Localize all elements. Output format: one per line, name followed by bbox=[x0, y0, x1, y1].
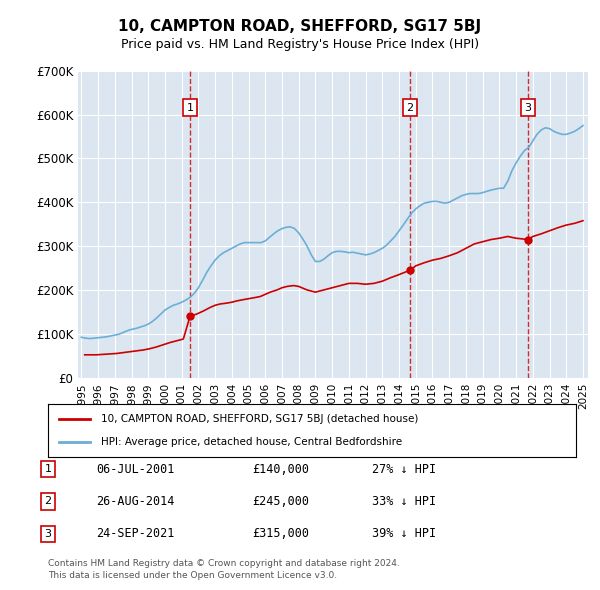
Text: 39% ↓ HPI: 39% ↓ HPI bbox=[372, 527, 436, 540]
Text: 2: 2 bbox=[406, 103, 413, 113]
Text: 26-AUG-2014: 26-AUG-2014 bbox=[96, 495, 175, 508]
Text: 06-JUL-2001: 06-JUL-2001 bbox=[96, 463, 175, 476]
Text: £140,000: £140,000 bbox=[252, 463, 309, 476]
Text: £245,000: £245,000 bbox=[252, 495, 309, 508]
Text: Price paid vs. HM Land Registry's House Price Index (HPI): Price paid vs. HM Land Registry's House … bbox=[121, 38, 479, 51]
Text: 27% ↓ HPI: 27% ↓ HPI bbox=[372, 463, 436, 476]
Text: 24-SEP-2021: 24-SEP-2021 bbox=[96, 527, 175, 540]
Text: £315,000: £315,000 bbox=[252, 527, 309, 540]
Text: 10, CAMPTON ROAD, SHEFFORD, SG17 5BJ: 10, CAMPTON ROAD, SHEFFORD, SG17 5BJ bbox=[118, 19, 482, 34]
Text: 1: 1 bbox=[187, 103, 194, 113]
Text: Contains HM Land Registry data © Crown copyright and database right 2024.
This d: Contains HM Land Registry data © Crown c… bbox=[48, 559, 400, 580]
Text: HPI: Average price, detached house, Central Bedfordshire: HPI: Average price, detached house, Cent… bbox=[101, 437, 402, 447]
Text: 1: 1 bbox=[44, 464, 52, 474]
Text: 10, CAMPTON ROAD, SHEFFORD, SG17 5BJ (detached house): 10, CAMPTON ROAD, SHEFFORD, SG17 5BJ (de… bbox=[101, 414, 418, 424]
Text: 33% ↓ HPI: 33% ↓ HPI bbox=[372, 495, 436, 508]
Text: 2: 2 bbox=[44, 497, 52, 506]
Text: 3: 3 bbox=[524, 103, 532, 113]
Text: 3: 3 bbox=[44, 529, 52, 539]
